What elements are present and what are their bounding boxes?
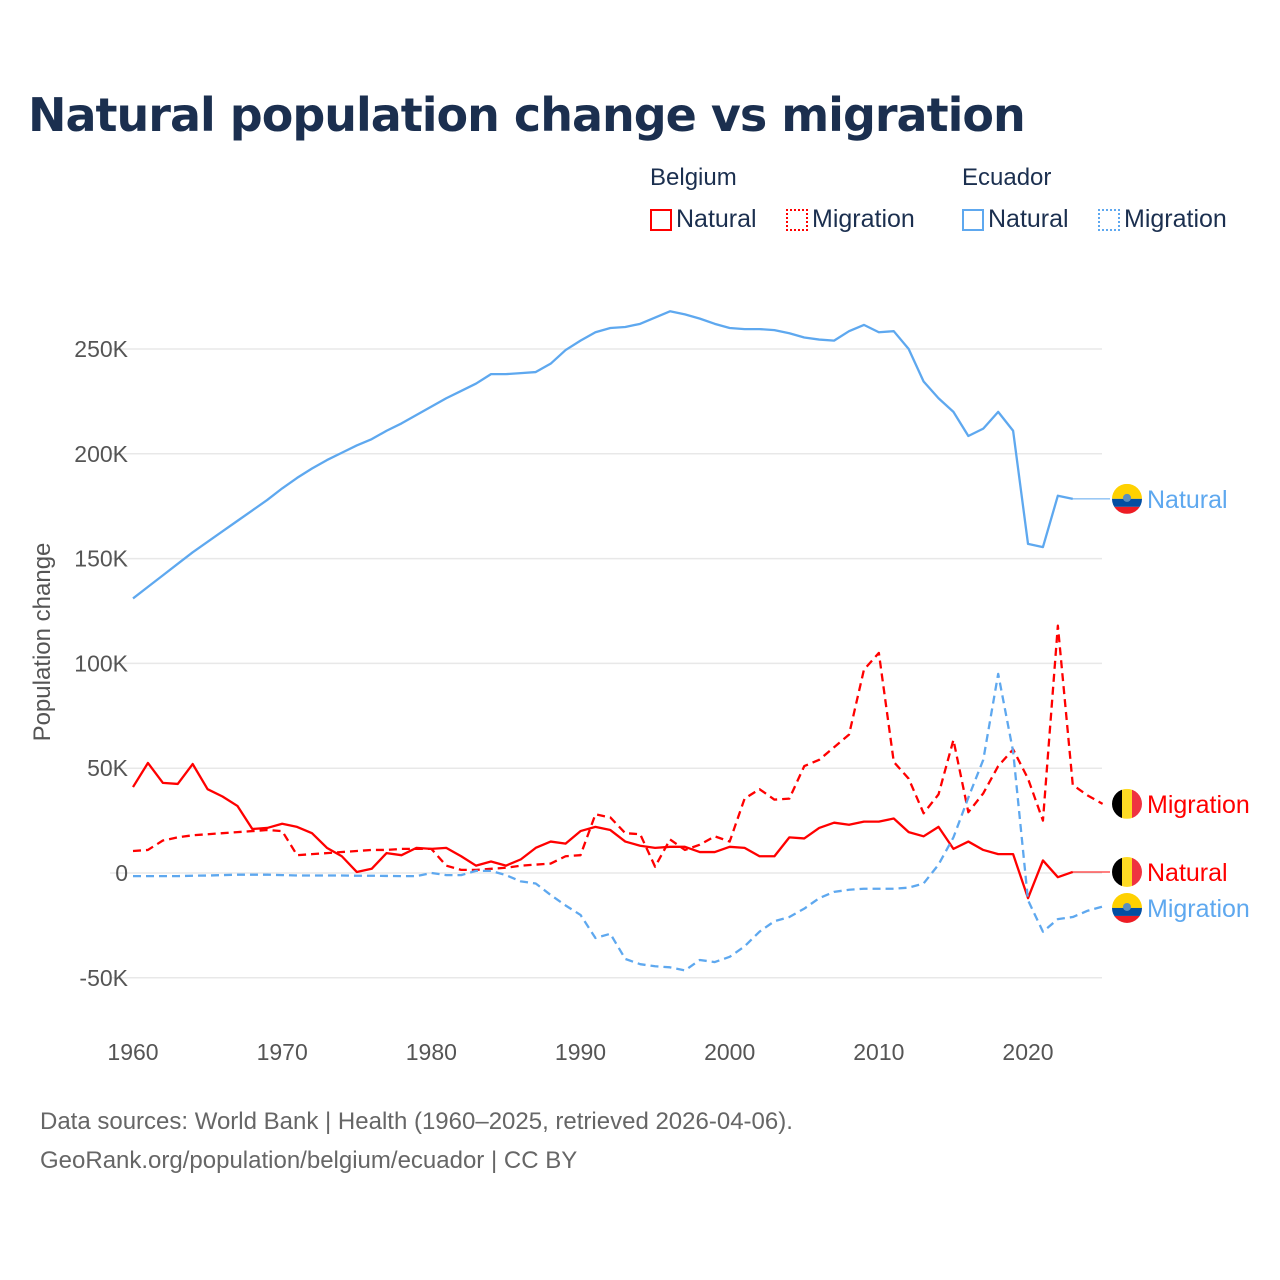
legend-swatch-dotted — [1098, 208, 1120, 231]
y-tick-label: 150K — [74, 546, 128, 572]
legend-ecuador-natural[interactable]: Natural — [962, 205, 1069, 234]
legend-ecuador-migration[interactable]: Migration — [1098, 205, 1227, 234]
legend-label: Natural — [676, 205, 757, 233]
series-line-belgium-migration[interactable] — [132, 624, 1104, 872]
series-line-belgium-natural[interactable] — [132, 761, 1074, 900]
x-tick-label: 2010 — [853, 1039, 904, 1065]
series-line-ecuador-migration[interactable] — [133, 672, 1103, 972]
x-tick-label: 1970 — [257, 1039, 308, 1065]
source-url[interactable]: GeoRank.org/population/belgium/ecuador |… — [40, 1147, 578, 1174]
legend-swatch-solid — [962, 208, 984, 231]
legend-label: Migration — [1124, 205, 1227, 233]
y-tick-label: 100K — [74, 650, 128, 676]
series-end-label: Migration — [1147, 791, 1250, 819]
legend-belgium-natural[interactable]: Natural — [650, 205, 757, 234]
y-tick-label: -50K — [79, 965, 128, 991]
legend-title-ecuador: Ecuador — [962, 164, 1052, 191]
legend-label: Natural — [988, 205, 1069, 233]
legend-belgium-migration[interactable]: Migration — [786, 205, 915, 234]
y-tick-label: 0 — [115, 860, 128, 886]
flag-icon-ecuador — [1112, 892, 1142, 923]
y-tick-label: 250K — [74, 336, 128, 362]
flag-icon-belgium — [1112, 856, 1142, 887]
flag-icon-ecuador — [1112, 483, 1142, 514]
legend-title-belgium: Belgium — [650, 164, 737, 191]
chart-title: Natural population change vs migration — [28, 88, 1026, 142]
x-tick-label: 1990 — [555, 1039, 606, 1065]
x-tick-label: 1960 — [107, 1039, 158, 1065]
x-tick-label: 1980 — [406, 1039, 457, 1065]
series-end-label: Migration — [1147, 895, 1250, 923]
flag-icon-belgium — [1112, 788, 1142, 819]
series-line-ecuador-natural[interactable] — [132, 310, 1074, 600]
legend-label: Migration — [812, 205, 915, 233]
x-tick-label: 2020 — [1002, 1039, 1053, 1065]
source-text: Data sources: World Bank | Health (1960–… — [40, 1108, 793, 1135]
series-end-label: Natural — [1147, 486, 1228, 514]
legend-swatch-solid — [650, 208, 672, 231]
series-end-label: Natural — [1147, 859, 1228, 887]
y-axis-label: Population change — [29, 543, 56, 742]
legend-swatch-dotted — [786, 208, 808, 231]
y-tick-label: 200K — [74, 441, 128, 467]
x-tick-label: 2000 — [704, 1039, 755, 1065]
y-tick-label: 50K — [87, 755, 129, 781]
